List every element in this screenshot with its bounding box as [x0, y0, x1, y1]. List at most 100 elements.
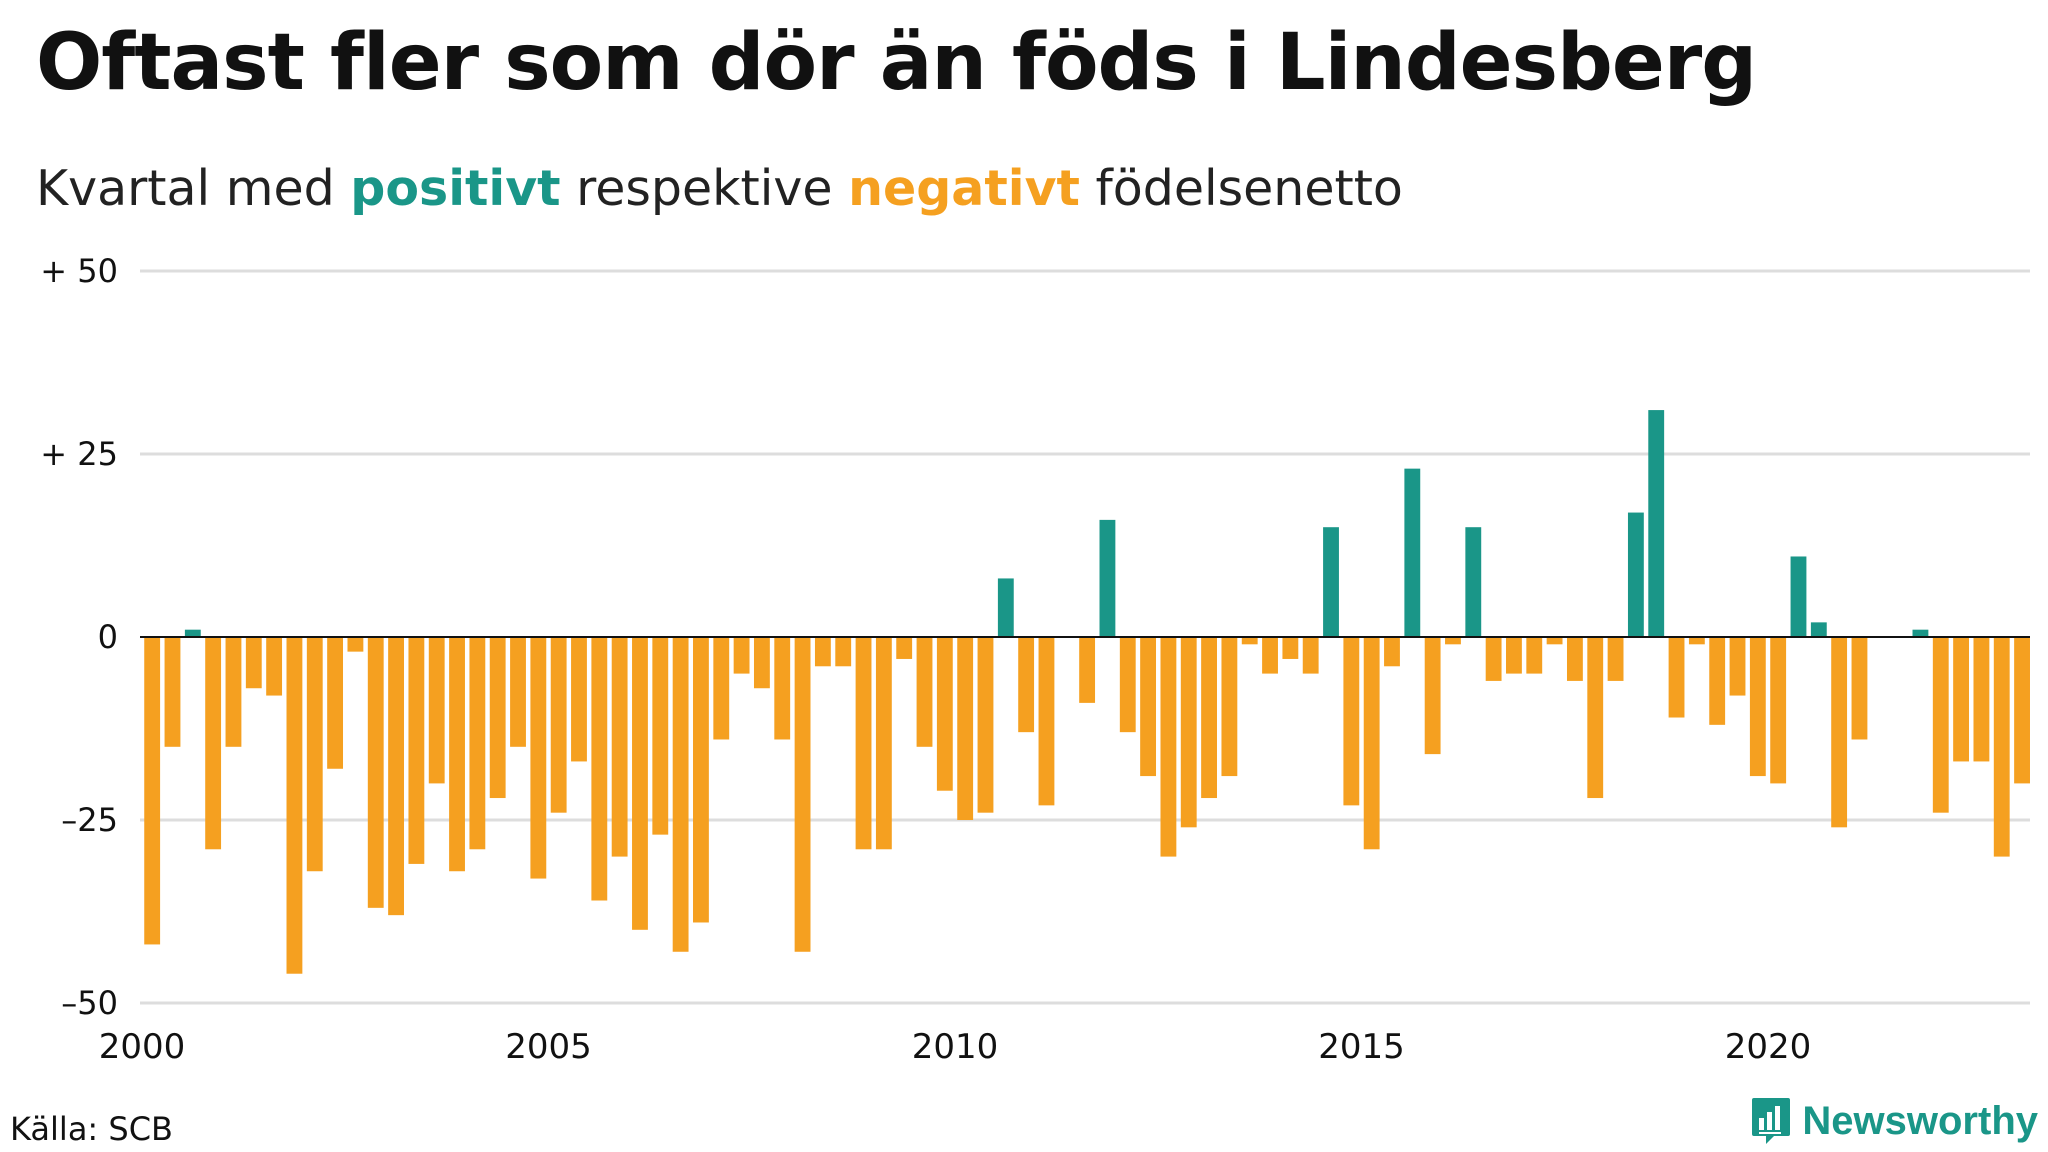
x-tick-label: 2010 — [912, 1027, 999, 1067]
bar — [164, 637, 181, 747]
bar — [1180, 637, 1197, 828]
bar — [1262, 637, 1278, 674]
y-tick-label: 0 — [98, 618, 118, 656]
bar — [632, 637, 648, 930]
bar — [875, 637, 892, 850]
bar — [1668, 637, 1685, 718]
bar — [896, 637, 913, 659]
bar — [1566, 637, 1583, 681]
bar — [1363, 637, 1380, 850]
bar — [753, 637, 770, 689]
bar — [1465, 527, 1482, 637]
bar — [266, 637, 283, 696]
bar — [611, 637, 628, 857]
bar — [733, 637, 750, 674]
bar — [1688, 637, 1705, 645]
bar — [1810, 622, 1827, 637]
bar — [1993, 637, 2010, 857]
bar — [1831, 637, 1848, 828]
bar — [1424, 637, 1441, 755]
bar — [367, 637, 384, 908]
bar — [713, 637, 730, 740]
x-tick-label: 2005 — [505, 1027, 592, 1067]
chart-subtitle: Kvartal med positivt respektive negativt… — [36, 160, 1403, 217]
bar — [1546, 637, 1563, 645]
bar — [2014, 637, 2030, 784]
subtitle-prefix: Kvartal med — [36, 160, 335, 217]
bar — [184, 629, 201, 637]
logo-text: Newsworthy — [1802, 1098, 2038, 1143]
subtitle-negative: negativt — [848, 160, 1080, 217]
bar — [774, 637, 791, 740]
bar — [245, 637, 262, 689]
bar — [388, 637, 404, 916]
bar — [286, 637, 303, 974]
bar — [1526, 637, 1543, 674]
bar — [327, 637, 344, 769]
x-tick-label: 2000 — [99, 1027, 186, 1067]
y-tick-label: + 50 — [40, 252, 118, 290]
bar — [1729, 637, 1746, 696]
bar — [530, 637, 547, 879]
subtitle-positive: positivt — [350, 160, 561, 217]
bar — [1953, 637, 1970, 762]
bar — [591, 637, 608, 901]
bar — [571, 637, 587, 762]
bar — [347, 637, 364, 652]
y-tick-label: –50 — [61, 984, 118, 1022]
bar — [1932, 637, 1949, 813]
bar — [1445, 637, 1461, 645]
bar — [510, 637, 526, 747]
bar — [1749, 637, 1766, 777]
bar-chart-speech-bubble-icon — [1752, 1098, 1791, 1144]
bar — [1038, 637, 1055, 806]
bar — [550, 637, 567, 813]
bar — [469, 637, 486, 850]
bar — [1648, 410, 1665, 637]
bar — [408, 637, 425, 864]
bar — [428, 637, 445, 784]
bars-layer — [144, 410, 2030, 974]
bar — [1587, 637, 1604, 799]
bar — [225, 637, 242, 747]
bar — [794, 637, 811, 952]
bar — [997, 578, 1014, 637]
bar — [205, 637, 222, 850]
bar — [1506, 637, 1522, 674]
bar — [1140, 637, 1157, 777]
bar — [1323, 527, 1339, 637]
bar — [693, 637, 709, 923]
bar — [835, 637, 852, 667]
y-tick-label: –25 — [61, 801, 118, 839]
bar — [977, 637, 994, 813]
bar — [1079, 637, 1096, 703]
bar — [672, 637, 689, 952]
bar — [1770, 637, 1787, 784]
subtitle-suffix: födelsenetto — [1095, 160, 1403, 217]
bar — [306, 637, 323, 872]
x-tick-label: 2015 — [1318, 1027, 1405, 1067]
bar — [1627, 512, 1644, 637]
bar — [1241, 637, 1258, 645]
bar — [1709, 637, 1726, 725]
axis-layer: + 50 + 25 0 –25 –50 2000 2005 2010 2015 2020 — [40, 252, 2030, 1067]
bar — [855, 637, 872, 850]
bar — [449, 637, 465, 872]
bar — [144, 637, 161, 945]
bar — [1099, 519, 1116, 637]
bar — [1404, 468, 1421, 637]
bar — [916, 637, 933, 747]
bar — [1201, 637, 1217, 799]
bar — [1912, 629, 1929, 637]
bar — [1790, 556, 1807, 637]
bar — [1119, 637, 1136, 733]
bar — [1282, 637, 1299, 659]
x-tick-label: 2020 — [1725, 1027, 1812, 1067]
chart-title: Oftast fler som dör än föds i Lindesberg — [36, 18, 1757, 108]
bar — [1343, 637, 1360, 806]
bar — [936, 637, 953, 791]
bar — [814, 637, 831, 667]
y-tick-label: + 25 — [40, 435, 118, 473]
bar-chart: + 50 + 25 0 –25 –50 2000 2005 2010 2015 2020 — [40, 252, 2030, 1067]
bar — [489, 637, 506, 799]
